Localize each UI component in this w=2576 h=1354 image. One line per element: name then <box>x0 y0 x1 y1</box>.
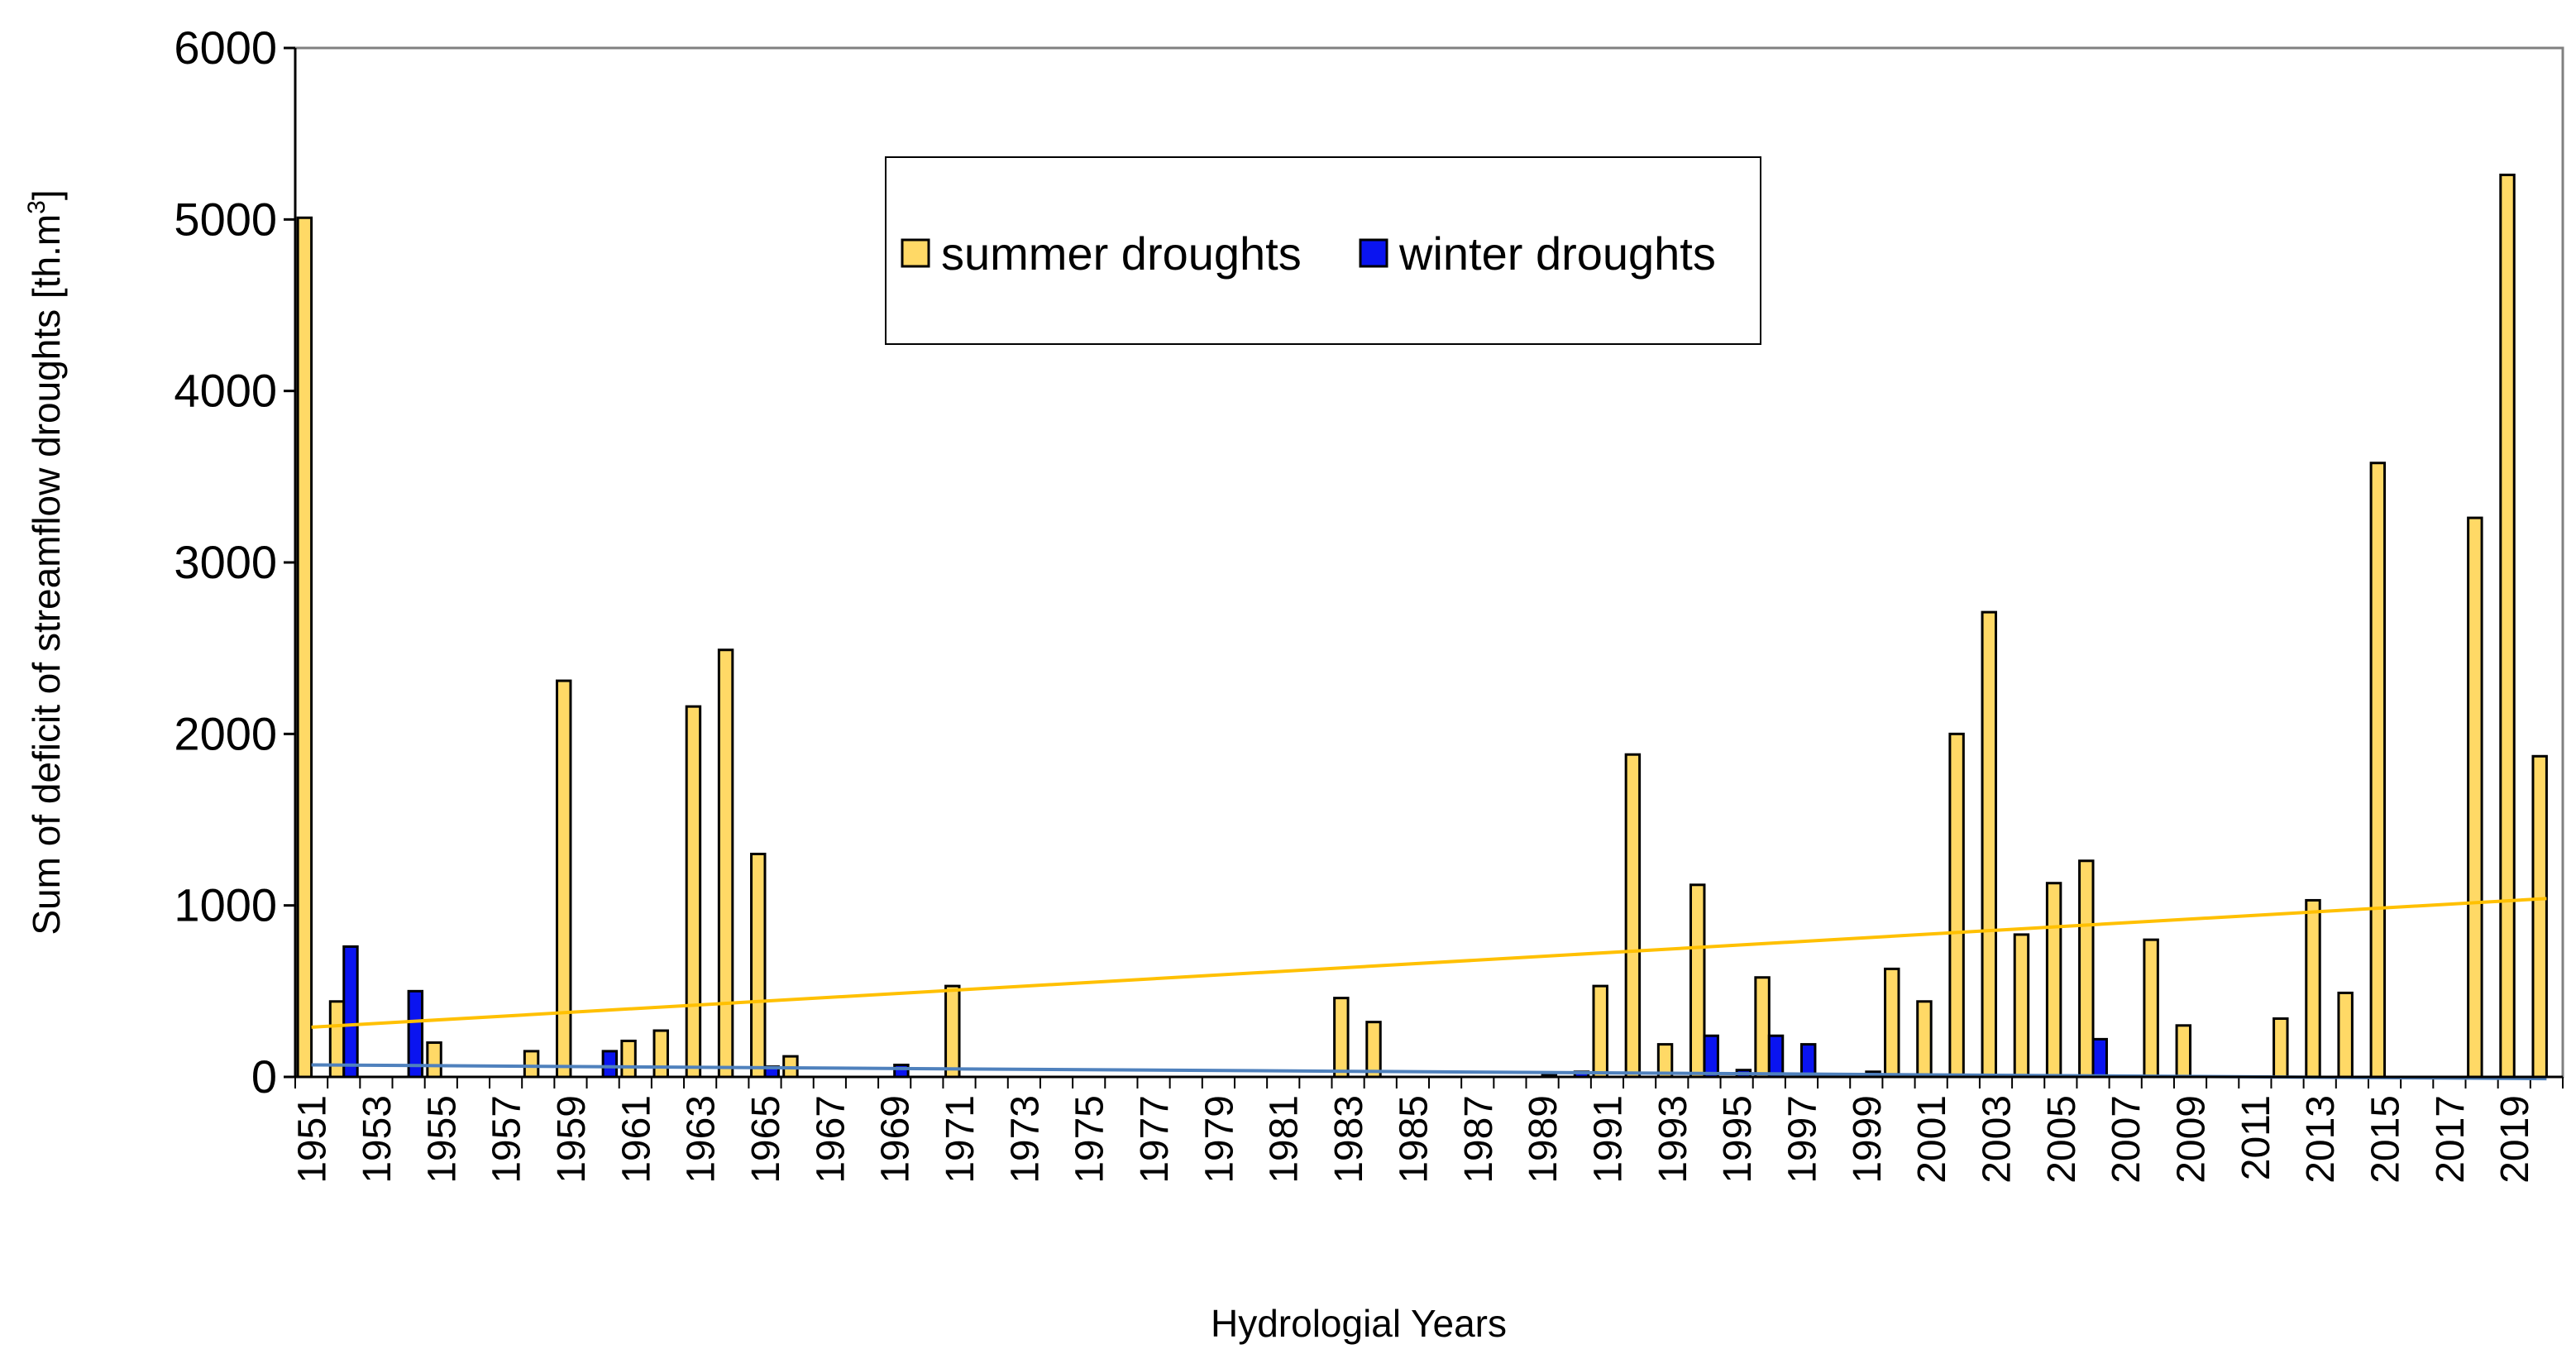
x-tick-label: 2007 <box>2105 1095 2148 1184</box>
x-axis-title: Hydrologial Years <box>1211 1302 1507 1345</box>
x-tick-label: 1963 <box>680 1095 724 1184</box>
summer-bar <box>2305 898 2321 1079</box>
y-tick-label: 3000 <box>174 536 277 588</box>
summer-bar <box>426 1041 442 1079</box>
summer-bar <box>1592 984 1608 1079</box>
summer-bar <box>2175 1024 2192 1079</box>
summer-bar <box>1333 997 1350 1079</box>
summer-bar <box>1754 976 1771 1079</box>
x-axis-ticks: 1951 1953 1955 1957 1959 1961 1963 1965 1967 1969… <box>291 1077 2564 1184</box>
x-tick-label: 2013 <box>2299 1095 2343 1184</box>
x-tick-label: 1951 <box>291 1095 335 1184</box>
x-tick-label: 1957 <box>485 1095 529 1184</box>
winter-bar <box>601 1050 619 1079</box>
x-tick-label: 1999 <box>1846 1095 1890 1184</box>
summer-bar <box>296 216 313 1079</box>
x-tick-label: 2011 <box>2234 1095 2278 1180</box>
winter-bar <box>1703 1034 1719 1079</box>
x-tick-label: 1979 <box>1197 1095 1241 1184</box>
summer-bar <box>2467 516 2483 1079</box>
x-tick-label: 1967 <box>809 1095 853 1184</box>
y-tick-label: 4000 <box>174 365 277 417</box>
summer-bar <box>556 679 572 1079</box>
y-axis-title: Sum of deficit of streamflow droughts [t… <box>23 189 68 935</box>
y-axis-title-main: Sum of deficit of streamflow droughts [t… <box>25 214 68 935</box>
x-tick-label: 1975 <box>1068 1095 1112 1184</box>
x-tick-label: 1953 <box>356 1095 399 1184</box>
x-tick-label: 1955 <box>420 1095 464 1184</box>
winter-bar <box>893 1063 910 1079</box>
y-tick-label: 6000 <box>174 22 277 74</box>
x-tick-label: 1993 <box>1651 1095 1695 1184</box>
x-tick-label: 1959 <box>550 1095 594 1184</box>
summer-bar <box>2143 938 2159 1079</box>
summer-bar <box>2499 173 2516 1079</box>
legend-swatch-summer <box>901 238 930 268</box>
x-tick-label: 1991 <box>1586 1095 1630 1184</box>
summer-bar <box>523 1050 540 1079</box>
summer-bar <box>944 984 961 1079</box>
x-tick-label: 1995 <box>1716 1095 1760 1184</box>
legend-swatch-winter <box>1359 238 1388 268</box>
summer-bar <box>620 1039 637 1079</box>
summer-bar <box>1624 753 1642 1079</box>
x-tick-label: 2019 <box>2493 1095 2537 1184</box>
x-tick-label: 1977 <box>1133 1095 1177 1184</box>
y-axis-ticks: 0 1000 2000 3000 4000 5000 6000 <box>174 22 295 1103</box>
legend-label-summer: summer droughts <box>941 227 1302 280</box>
winter-bar <box>2091 1037 2108 1079</box>
x-tick-label: 2005 <box>2040 1095 2084 1184</box>
summer-bar <box>750 852 767 1079</box>
summer-bar <box>2273 1017 2289 1079</box>
x-tick-label: 2017 <box>2429 1095 2473 1184</box>
summer-bar <box>2045 882 2062 1079</box>
x-tick-label: 2015 <box>2364 1095 2408 1184</box>
x-tick-label: 1987 <box>1457 1095 1501 1184</box>
summer-bar <box>652 1029 669 1079</box>
y-axis-title-superscript: 3 <box>23 200 50 214</box>
legend-label-winter: winter droughts <box>1398 227 1716 280</box>
summer-trendline <box>311 897 2547 1029</box>
summer-bar <box>2078 859 2095 1079</box>
y-axis-title-suffix: ] <box>25 189 68 200</box>
x-tick-label: 1961 <box>614 1095 658 1184</box>
summer-bar <box>2013 933 2030 1079</box>
summer-bar <box>1689 883 1706 1079</box>
x-tick-label: 2001 <box>1910 1095 1954 1184</box>
winter-bar <box>1799 1043 1817 1079</box>
legend: summer droughts winter droughts <box>885 156 1761 345</box>
y-tick-label: 0 <box>251 1050 277 1103</box>
winter-bar <box>1767 1034 1785 1079</box>
y-tick-label: 1000 <box>174 879 277 931</box>
x-tick-label: 2009 <box>2170 1095 2214 1184</box>
x-tick-label: 2003 <box>1976 1095 2019 1184</box>
x-tick-label: 1989 <box>1522 1095 1565 1184</box>
x-tick-label: 1983 <box>1327 1095 1371 1184</box>
summer-bar <box>1948 732 1965 1079</box>
winter-bar <box>342 945 359 1079</box>
x-tick-label: 1981 <box>1263 1095 1307 1184</box>
summer-bar <box>2531 754 2548 1079</box>
x-tick-label: 1997 <box>1780 1095 1824 1184</box>
summer-bar <box>717 648 734 1079</box>
legend-box <box>885 156 1761 345</box>
summer-bar <box>685 705 702 1079</box>
summer-bar <box>1916 1000 1933 1079</box>
summer-bar <box>1981 610 1998 1079</box>
summer-bar <box>1884 967 1900 1079</box>
x-tick-label: 1971 <box>939 1095 982 1184</box>
x-tick-label: 1969 <box>874 1095 918 1184</box>
y-tick-label: 5000 <box>174 193 277 245</box>
summer-bar <box>2369 462 2387 1079</box>
x-tick-label: 1965 <box>744 1095 788 1184</box>
summer-bar <box>2337 991 2354 1079</box>
x-tick-label: 1973 <box>1003 1095 1047 1184</box>
summer-bar <box>1365 1021 1382 1079</box>
x-tick-label: 1985 <box>1392 1095 1436 1184</box>
y-tick-label: 2000 <box>174 707 277 759</box>
